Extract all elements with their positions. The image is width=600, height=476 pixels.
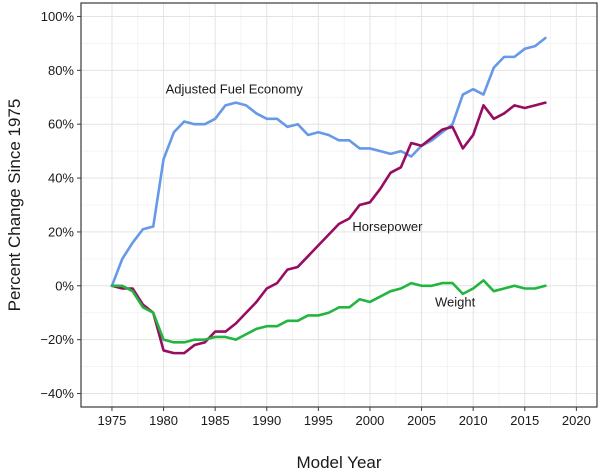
x-tick-labels: 1975 1980 1985 1990 1995 2000 2005 2010 2015 2020 <box>97 413 590 428</box>
y-tick-label: 100% <box>41 9 75 24</box>
y-tick-label: −20% <box>40 332 74 347</box>
x-tick-label: 2015 <box>510 413 539 428</box>
series-labels: Adjusted Fuel Economy Horsepower Weight <box>166 82 476 310</box>
x-tick-label: 1975 <box>97 413 126 428</box>
y-tick-label: 60% <box>48 117 74 132</box>
axis-ticks <box>77 15 577 411</box>
y-tick-label: 0% <box>55 278 74 293</box>
weight-label: Weight <box>435 294 476 309</box>
y-tick-label: 80% <box>48 63 74 78</box>
x-tick-label: 2020 <box>562 413 591 428</box>
horsepower-line <box>110 101 547 355</box>
horsepower-label: Horsepower <box>352 219 423 234</box>
x-tick-label: 2000 <box>355 413 384 428</box>
x-tick-label: 1995 <box>304 413 333 428</box>
x-tick-label: 2005 <box>407 413 436 428</box>
x-tick-label: 1985 <box>201 413 230 428</box>
x-tick-label: 1980 <box>149 413 178 428</box>
y-tick-labels: −40% −20% 0% 20% 40% 60% 80% 100% <box>40 9 74 401</box>
x-tick-label: 1990 <box>252 413 281 428</box>
x-axis-title: Model Year <box>296 453 381 472</box>
y-tick-label: 40% <box>48 171 74 186</box>
y-tick-label: 20% <box>48 224 74 239</box>
adjusted-fuel-economy-line <box>110 36 547 288</box>
plot-frame <box>80 2 598 408</box>
grid-lines <box>81 3 597 407</box>
adjusted-fuel-economy-label: Adjusted Fuel Economy <box>166 82 304 97</box>
y-axis-title: Percent Change Since 1975 <box>5 99 24 312</box>
weight-line <box>110 279 547 344</box>
x-tick-label: 2010 <box>459 413 488 428</box>
y-tick-label: −40% <box>40 386 74 401</box>
series-lines <box>110 36 547 355</box>
